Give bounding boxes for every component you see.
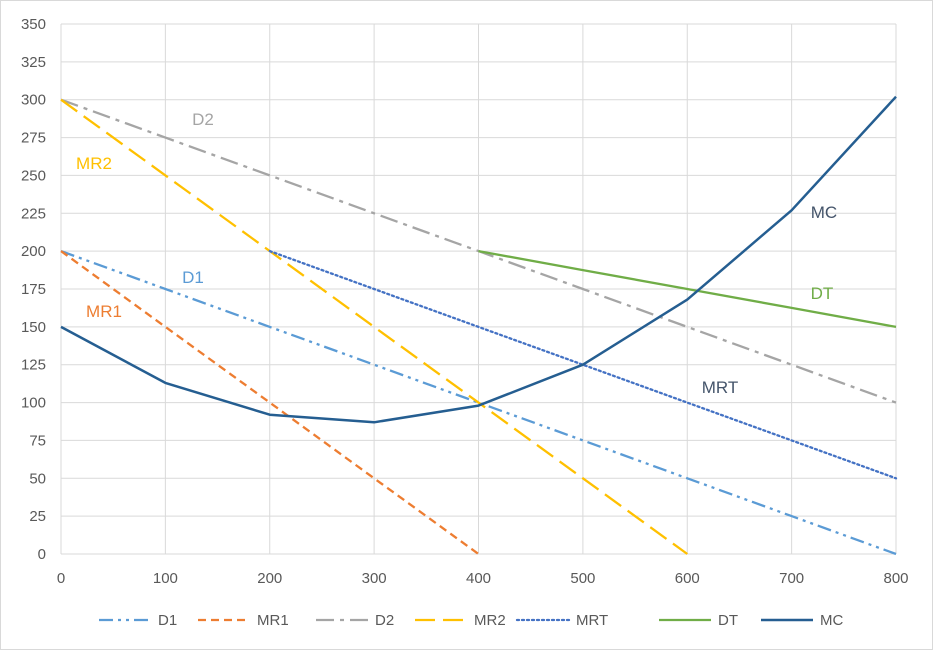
series-line-dt bbox=[478, 249, 897, 329]
series-line-mr2 bbox=[60, 98, 688, 555]
y-tick-label: 175 bbox=[21, 281, 46, 298]
y-tick-label: 25 bbox=[29, 508, 46, 525]
annotation-mr1: MR1 bbox=[86, 302, 122, 321]
x-tick-label: 800 bbox=[883, 570, 908, 587]
series-lines bbox=[60, 95, 898, 556]
legend-label-mc: MC bbox=[820, 612, 843, 629]
y-tick-label: 125 bbox=[21, 357, 46, 374]
y-tick-label: 200 bbox=[21, 243, 46, 260]
y-tick-label: 350 bbox=[21, 16, 46, 33]
y-tick-label: 300 bbox=[21, 92, 46, 109]
legend-label-mr1: MR1 bbox=[257, 612, 289, 629]
y-tick-label: 75 bbox=[29, 432, 46, 449]
legend: D1 MR1 D2 MR2 MRT DT MC bbox=[99, 612, 843, 629]
legend-label-d1: D1 bbox=[158, 612, 177, 629]
y-tick-label: 0 bbox=[38, 546, 46, 563]
y-tick-label: 225 bbox=[21, 205, 46, 222]
legend-label-mrt: MRT bbox=[576, 612, 608, 629]
y-tick-label: 250 bbox=[21, 167, 46, 184]
legend-label-mr2: MR2 bbox=[474, 612, 506, 629]
y-tick-label: 150 bbox=[21, 319, 46, 336]
annotation-mr2: MR2 bbox=[76, 154, 112, 173]
annotation-dt: DT bbox=[811, 284, 834, 303]
legend-label-d2: D2 bbox=[375, 612, 394, 629]
x-tick-label: 100 bbox=[153, 570, 178, 587]
x-tick-label: 200 bbox=[257, 570, 282, 587]
x-tick-label: 400 bbox=[466, 570, 491, 587]
x-tick-label: 0 bbox=[57, 570, 65, 587]
x-tick-label: 600 bbox=[675, 570, 700, 587]
y-tick-label: 50 bbox=[29, 470, 46, 487]
annotation-mc: MC bbox=[811, 203, 837, 222]
x-tick-label: 300 bbox=[362, 570, 387, 587]
x-tick-label: 500 bbox=[570, 570, 595, 587]
x-tick-label: 700 bbox=[779, 570, 804, 587]
gridlines bbox=[60, 23, 897, 555]
annotations: D2 MR2 D1 MR1 MC DT MRT bbox=[76, 110, 837, 397]
legend-label-dt: DT bbox=[718, 612, 738, 629]
series-line-d1 bbox=[60, 250, 897, 556]
y-tick-label: 325 bbox=[21, 54, 46, 71]
series-line-mc bbox=[60, 95, 897, 424]
annotation-d1: D1 bbox=[182, 268, 204, 287]
series-line-mr1 bbox=[60, 250, 480, 555]
annotation-d2: D2 bbox=[192, 110, 214, 129]
y-tick-label: 100 bbox=[21, 395, 46, 412]
annotation-mrt: MRT bbox=[702, 378, 739, 397]
y-tick-label: 275 bbox=[21, 130, 46, 147]
axes: 0 25 50 75 100 125 150 175 200 225 250 275 300 325 350… bbox=[21, 16, 909, 587]
